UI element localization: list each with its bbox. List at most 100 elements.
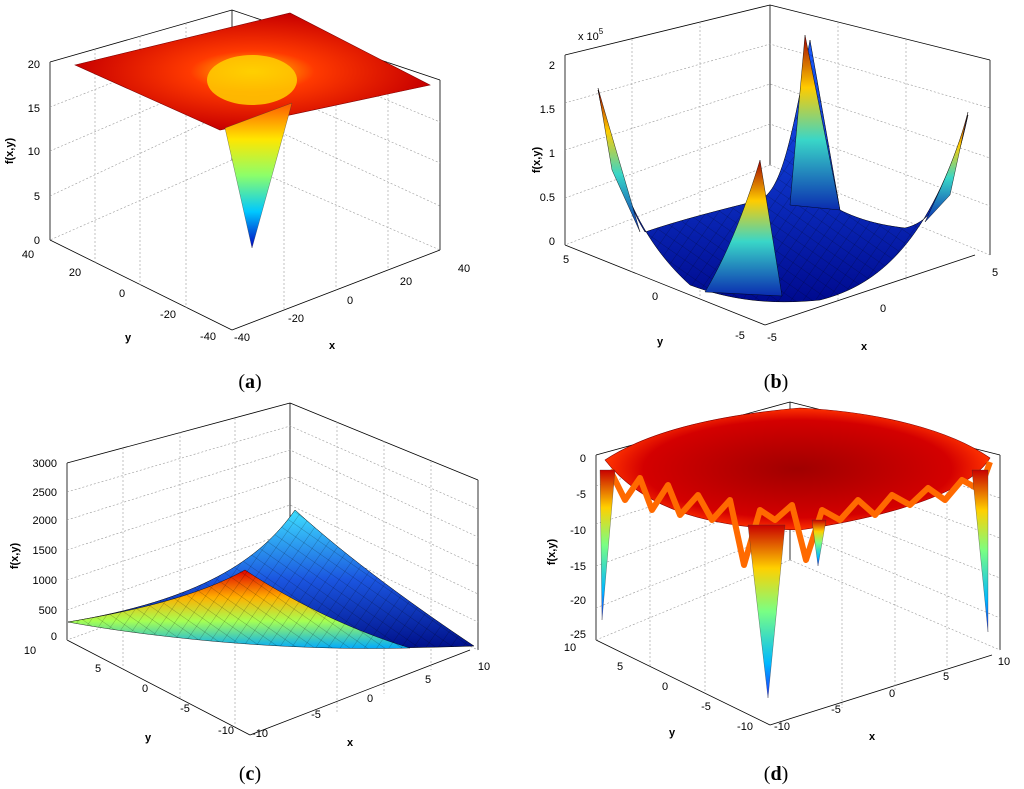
panel-b-xtick: 0 [880, 303, 886, 315]
panel-c-ticks: 3000 2500 2000 1500 1000 500 0 10 5 0 -5… [24, 458, 490, 740]
panel-a-cone [224, 102, 293, 249]
panel-c-ztick: 2500 [33, 487, 57, 499]
panel-d-ytick: -10 [737, 721, 753, 733]
panel-a-ztick: 15 [28, 103, 40, 115]
panel-b-zscale: x 105 [578, 27, 604, 43]
panel-d-ztick: -20 [570, 595, 586, 607]
panel-b-peak-left [597, 87, 641, 233]
panel-b-caption-close: ) [782, 371, 789, 393]
panel-d-zlabel: f(x,y) [546, 539, 558, 566]
panel-b-ztick: 1 [549, 148, 555, 160]
panel-d-caption-open: ( [764, 763, 771, 785]
panel-d-ytick: 5 [617, 661, 623, 673]
panel-d-spike-right [971, 469, 989, 633]
panel-a-ytick: 40 [22, 249, 34, 261]
panel-c-ztick: 0 [51, 631, 57, 643]
panel-c-ytick: -10 [218, 725, 234, 737]
panel-c-ytick: 10 [24, 645, 36, 657]
panel-d-caption-letter: d [770, 763, 781, 785]
panel-a-caption-close: ) [255, 371, 262, 393]
panel-c-xtick: -10 [252, 728, 268, 740]
panel-d-ztick: -10 [570, 525, 586, 537]
panel-d-ztick: -15 [570, 561, 586, 573]
panel-b-valley-mesh [598, 40, 968, 302]
panel-b-xlabel: x [861, 341, 868, 353]
panel-c-caption-open: ( [239, 763, 246, 785]
panel-d-spike-mid [811, 519, 827, 567]
panel-a-xtick: 0 [347, 295, 353, 307]
panel-c-caption-letter: c [246, 763, 255, 785]
panel-c-ytick: 5 [95, 663, 101, 675]
panel-a-xtick: -20 [288, 313, 304, 325]
panel-b-caption: (b) [764, 371, 788, 393]
panel-c-xlabel: x [347, 737, 354, 749]
panel-a-well-rim [207, 55, 297, 105]
panel-c-ztick: 1000 [33, 575, 57, 587]
panel-b-caption-letter: b [770, 371, 781, 393]
panel-b-ztick: 1.5 [540, 104, 555, 116]
panel-d-ytick: 0 [662, 681, 668, 693]
panel-c-xtick: 0 [367, 693, 373, 705]
panel-c-ztick: 1500 [33, 545, 57, 557]
panel-a-ticks: 20 15 10 5 0 40 20 0 -20 -40 -40 -20 0 2… [22, 59, 470, 344]
panel-a-ytick: -40 [200, 331, 216, 343]
panel-a-ztick: 20 [28, 59, 40, 71]
panel-b-grid [564, 22, 991, 300]
panel-c-ytick: 0 [142, 683, 148, 695]
panel-d-caption: (d) [764, 763, 788, 785]
panel-c: 3000 2500 2000 1500 1000 500 0 10 5 0 -5… [9, 402, 490, 785]
panel-a-xtick: -40 [234, 332, 250, 344]
panel-a-xlabel: x [329, 340, 336, 352]
panel-d-xlabel: x [869, 731, 876, 743]
panel-d-ytick: -5 [701, 701, 711, 713]
panel-b: x 105 2 1.5 1 0.5 0 5 0 -5 -5 0 5 f(x,y)… [531, 4, 998, 393]
panel-d: 0 -5 -10 -15 -20 -25 10 5 0 -5 -10 -10 -… [546, 401, 1010, 785]
panel-a-ztick: 5 [34, 191, 40, 203]
panel-b-ztick: 0.5 [540, 192, 555, 204]
panel-c-ztick: 2000 [33, 515, 57, 527]
panel-a-ylabel: y [125, 332, 132, 344]
panel-d-ripples [607, 460, 993, 568]
panel-b-xtick: -5 [767, 332, 777, 344]
panel-d-xtick: 5 [943, 671, 949, 683]
panel-c-xtick: -5 [311, 709, 321, 721]
panel-d-plateau [604, 407, 991, 531]
panel-d-ylabel: y [669, 727, 676, 739]
panel-b-ytick: 0 [652, 291, 658, 303]
panel-d-ztick: -5 [576, 489, 586, 501]
panel-b-ztick: 2 [549, 60, 555, 72]
panel-c-sheet-front-mesh [68, 570, 410, 649]
panel-b-ytick: 5 [563, 254, 569, 266]
panel-c-zlabel: f(x,y) [9, 543, 21, 570]
panel-b-zscale-exp: 5 [599, 27, 604, 36]
panel-b-zlabel: f(x,y) [531, 147, 543, 174]
panel-c-caption-close: ) [254, 763, 261, 785]
panel-c-ztick: 500 [39, 605, 57, 617]
panel-c-xtick: 10 [478, 661, 490, 673]
panel-a-xtick: 40 [458, 263, 470, 275]
panel-a-ztick: 10 [28, 146, 40, 158]
panel-c-xtick: 5 [425, 674, 431, 686]
panel-a-ztick: 0 [34, 235, 40, 247]
panel-d-xtick: -10 [774, 721, 790, 733]
panel-d-xtick: 10 [998, 656, 1010, 668]
panel-b-caption-open: ( [764, 371, 771, 393]
panel-a-ytick: 20 [69, 267, 81, 279]
panel-b-ticks: x 105 2 1.5 1 0.5 0 5 0 -5 -5 0 5 [540, 27, 998, 344]
panel-d-ztick: 0 [580, 453, 586, 465]
panel-d-spike-left [599, 469, 616, 621]
panel-a-xtick: 20 [400, 276, 412, 288]
panel-a-caption-letter: a [245, 371, 255, 393]
panel-a-ytick: -20 [160, 309, 176, 321]
panel-d-ztick: -25 [570, 629, 586, 641]
panel-d-ticks: 0 -5 -10 -15 -20 -25 10 5 0 -5 -10 -10 -… [564, 453, 1010, 733]
panel-b-ytick: -5 [735, 330, 745, 342]
panel-c-ytick: -5 [180, 703, 190, 715]
panel-b-peak-back [789, 34, 841, 211]
panel-a-zlabel: f(x,y) [4, 138, 16, 165]
panel-a-caption: (a) [238, 371, 261, 393]
panel-d-spike-center [747, 524, 786, 699]
panel-b-zscale-label: x 10 [578, 31, 599, 43]
panel-d-xtick: -5 [831, 704, 841, 716]
